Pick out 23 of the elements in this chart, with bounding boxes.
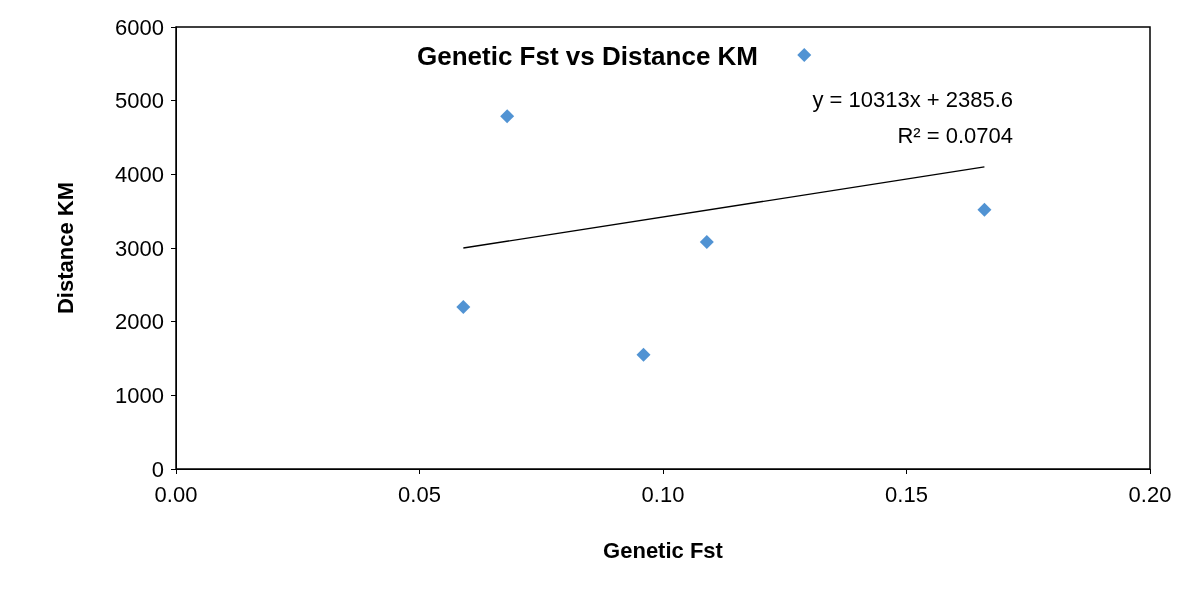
annotation: R² = 0.0704	[897, 122, 1013, 148]
x-tick-label: 0.10	[641, 481, 685, 507]
y-tick-label: 4000	[115, 161, 164, 187]
y-tick-label: 6000	[115, 14, 164, 40]
point	[636, 347, 651, 362]
text: Genetic Fst vs Distance KM	[417, 41, 758, 71]
y-tick-label: 0	[151, 456, 164, 482]
y-axis-title: Distance KM	[52, 181, 78, 315]
point	[797, 47, 812, 62]
point	[699, 235, 714, 250]
y-tick-label: 2000	[115, 309, 164, 335]
point	[500, 109, 515, 124]
point	[977, 202, 992, 217]
x-tick-label: 0.05	[398, 481, 441, 507]
x-axis-title: Genetic Fst	[603, 537, 724, 563]
x-tick-label: 0.15	[885, 481, 928, 507]
y-tick-label: 3000	[115, 235, 164, 261]
x-tick-label: 0.00	[154, 481, 198, 507]
x-tick-label: 0.20	[1128, 481, 1172, 507]
point	[456, 299, 471, 314]
annotation: y = 10313x + 2385.6	[812, 86, 1014, 112]
y-tick-label: 1000	[115, 382, 164, 408]
y-tick-label: 5000	[115, 88, 164, 114]
